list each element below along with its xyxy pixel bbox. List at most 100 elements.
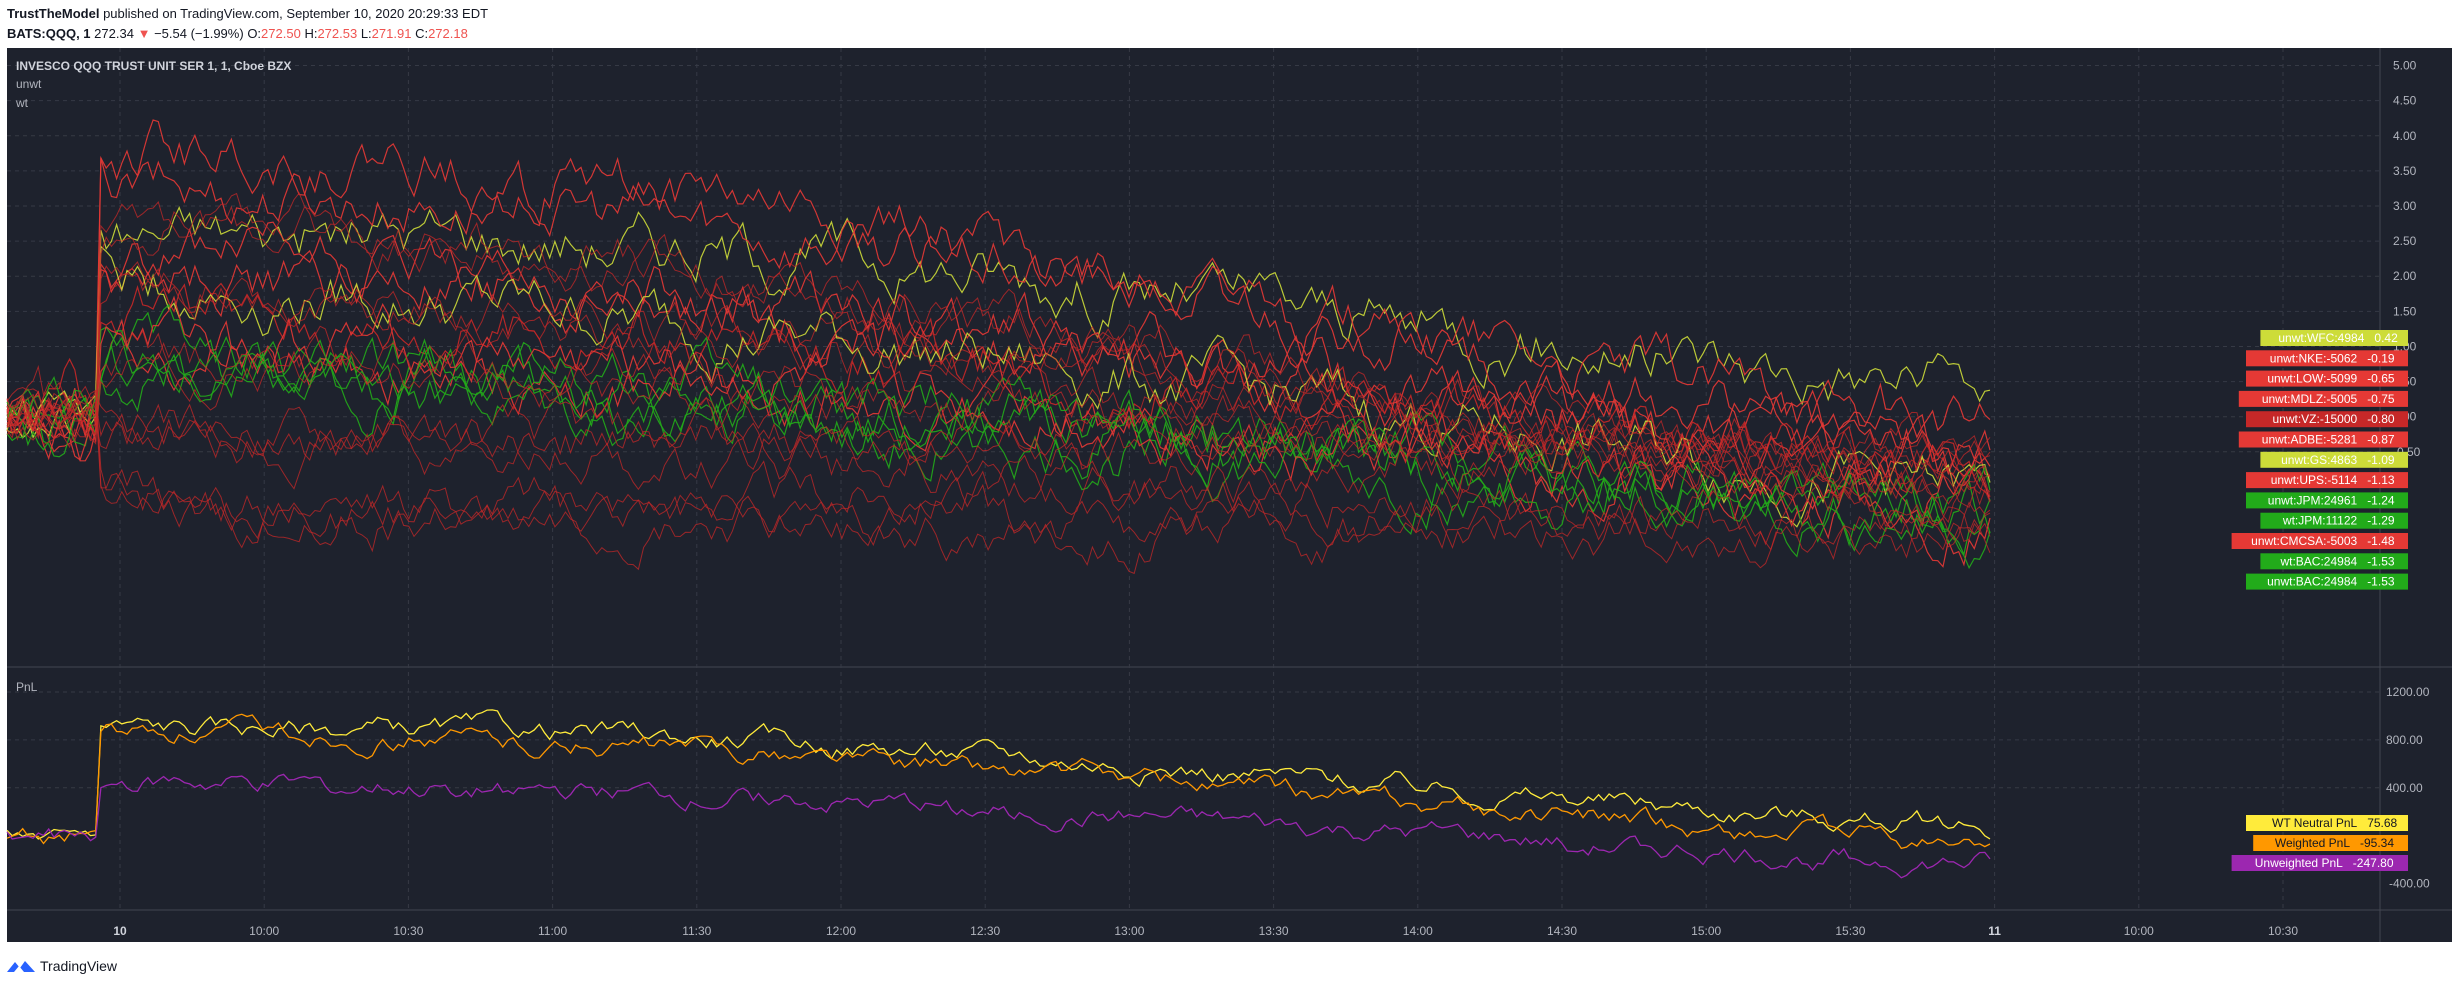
value-tag-box	[2246, 492, 2408, 509]
author-name[interactable]: TrustTheModel	[7, 6, 100, 21]
pnl-value-tag-box	[2246, 815, 2408, 831]
tradingview-logo-icon[interactable]	[6, 958, 36, 974]
series-line	[6, 396, 1991, 500]
value-tag-value: -1.09	[2367, 453, 2395, 467]
last-price: 272.34	[94, 26, 134, 41]
series-line	[6, 385, 1991, 561]
value-tag-name: unwt:VZ:-15000	[2272, 412, 2357, 426]
close-label: C:	[415, 26, 429, 41]
pnl-value-tag-name: WT Neutral PnL	[2272, 816, 2357, 830]
value-tag: unwt:CMCSA:-5003 -1.48	[2231, 533, 2408, 549]
legend-entry: unwt	[16, 77, 42, 91]
chart-svg[interactable]: 10 10:00 10:30 11:00 11:30 12:00 12:30 13:00 13:…	[0, 46, 2458, 946]
pnl-series-line	[6, 713, 1991, 850]
pnl-value-tag-name: Weighted PnL	[2275, 836, 2350, 850]
value-tag-box	[2238, 390, 2408, 407]
value-tag-value: -0.19	[2367, 351, 2395, 365]
pnl-y-tick-label: 400.00	[2386, 781, 2423, 795]
x-tick-label: 12:00	[826, 924, 856, 938]
value-tag-box	[2238, 431, 2408, 448]
close-value: 272.18	[428, 26, 468, 41]
value-tag-name: wt:BAC:24984	[2279, 554, 2357, 568]
value-tag-name: unwt:BAC:24984	[2267, 575, 2357, 589]
value-tag-box	[2260, 330, 2408, 346]
pnl-series-group	[6, 709, 1991, 879]
y-tick-label: 3.00	[2393, 199, 2417, 213]
value-tag-value: -1.29	[2367, 514, 2395, 528]
chart-title: INVESCO QQQ TRUST UNIT SER 1, 1, Cboe BZ…	[16, 59, 291, 73]
value-tag-value: -1.53	[2367, 554, 2395, 568]
value-tag: unwt:WFC:4984 0.42	[2260, 330, 2408, 346]
pnl-series-line	[6, 709, 1991, 840]
value-tag-name: unwt:LOW:-5099	[2267, 372, 2357, 386]
value-tag-value: -0.80	[2367, 412, 2395, 426]
value-tag-value: -0.87	[2367, 433, 2395, 447]
x-tick-label: 11:30	[682, 924, 711, 938]
x-tick-label: 15:30	[1835, 924, 1865, 938]
pnl-value-tag: Weighted PnL -95.34	[2253, 835, 2408, 851]
value-tag-name: unwt:JPM:24961	[2268, 493, 2358, 507]
ohlc-line: BATS:QQQ, 1 272.34 ▼ −5.54 (−1.99%) O:27…	[7, 24, 488, 44]
value-tag-box	[2246, 472, 2408, 489]
value-tag-value: 0.42	[2374, 331, 2398, 345]
open-label: O:	[247, 26, 262, 41]
y-tick-label: 4.00	[2393, 129, 2417, 143]
x-tick-label: 13:00	[1114, 924, 1144, 938]
value-tag-value: -0.65	[2367, 372, 2395, 386]
price-change: −5.54 (−1.99%)	[154, 26, 244, 41]
series-line	[6, 339, 1991, 557]
value-tag: unwt:VZ:-15000 -0.80	[2246, 411, 2408, 428]
x-tick-label: 15:00	[1691, 924, 1721, 938]
footer: TradingView	[6, 955, 117, 977]
chart-header: TrustTheModel published on TradingView.c…	[7, 4, 488, 44]
value-tag: unwt:GS:4863 -1.09	[2260, 451, 2408, 468]
value-tag-value: -1.13	[2367, 473, 2395, 487]
high-label: H:	[304, 26, 318, 41]
pnl-series-line	[6, 773, 1991, 879]
x-tick-label: 12:30	[970, 924, 1000, 938]
pnl-value-tag-box	[2231, 855, 2408, 871]
series-line	[6, 261, 1991, 524]
pnl-value-tag: WT Neutral PnL 75.68	[2246, 815, 2408, 831]
value-tag: unwt:ADBE:-5281 -0.87	[2238, 431, 2408, 448]
series-line	[6, 192, 1991, 548]
value-tag-name: unwt:NKE:-5062	[2270, 351, 2358, 365]
value-tag: unwt:MDLZ:-5005 -0.75	[2238, 390, 2408, 407]
symbol-label: BATS:QQQ, 1	[7, 26, 91, 41]
published-text: published on TradingView.com, September …	[103, 6, 489, 21]
value-tag-box	[2246, 370, 2408, 387]
publish-line: TrustTheModel published on TradingView.c…	[7, 4, 488, 24]
value-tag-name: unwt:WFC:4984	[2278, 331, 2364, 345]
value-tag-box	[2260, 451, 2408, 468]
pnl-y-tick-label: -400.00	[2389, 877, 2430, 891]
high-value: 272.53	[317, 26, 358, 41]
pnl-y-tick-label: 1200.00	[2386, 685, 2430, 699]
series-line	[6, 221, 1991, 486]
value-tag: unwt:UPS:-5114 -1.13	[2246, 472, 2408, 489]
value-tag-box	[2246, 350, 2408, 367]
pnl-title: PnL	[16, 680, 38, 694]
pnl-value-tag-name: Unweighted PnL	[2255, 856, 2343, 870]
value-tag: wt:JPM:11122 -1.29	[2260, 512, 2408, 529]
series-line	[6, 272, 1991, 509]
pnl-value-tag: Unweighted PnL -247.80	[2231, 855, 2408, 871]
series-line	[6, 399, 1991, 575]
x-tick-label: 14:00	[1403, 924, 1433, 938]
series-line	[6, 295, 1991, 568]
value-tag-name: unwt:ADBE:-5281	[2262, 433, 2358, 447]
value-tag: wt:BAC:24984 -1.53	[2260, 553, 2408, 570]
y-tick-label: 1.50	[2393, 304, 2417, 318]
tradingview-brand[interactable]: TradingView	[40, 958, 118, 974]
y-tick-label: 2.50	[2393, 234, 2417, 248]
chart-area[interactable]: 10 10:00 10:30 11:00 11:30 12:00 12:30 13:00 13:…	[0, 46, 2458, 951]
open-value: 272.50	[261, 26, 301, 41]
x-tick-label: 10:00	[249, 924, 279, 938]
x-tick-label: 14:30	[1547, 924, 1577, 938]
pnl-y-tick-label: 800.00	[2386, 733, 2423, 747]
value-tag-value: -1.48	[2367, 534, 2395, 548]
value-tag-box	[2231, 533, 2408, 549]
legend-entry: wt	[15, 96, 29, 110]
value-tag-value: -1.53	[2367, 575, 2395, 589]
value-tag-name: unwt:GS:4863	[2281, 453, 2357, 467]
low-value: 271.91	[371, 26, 412, 41]
